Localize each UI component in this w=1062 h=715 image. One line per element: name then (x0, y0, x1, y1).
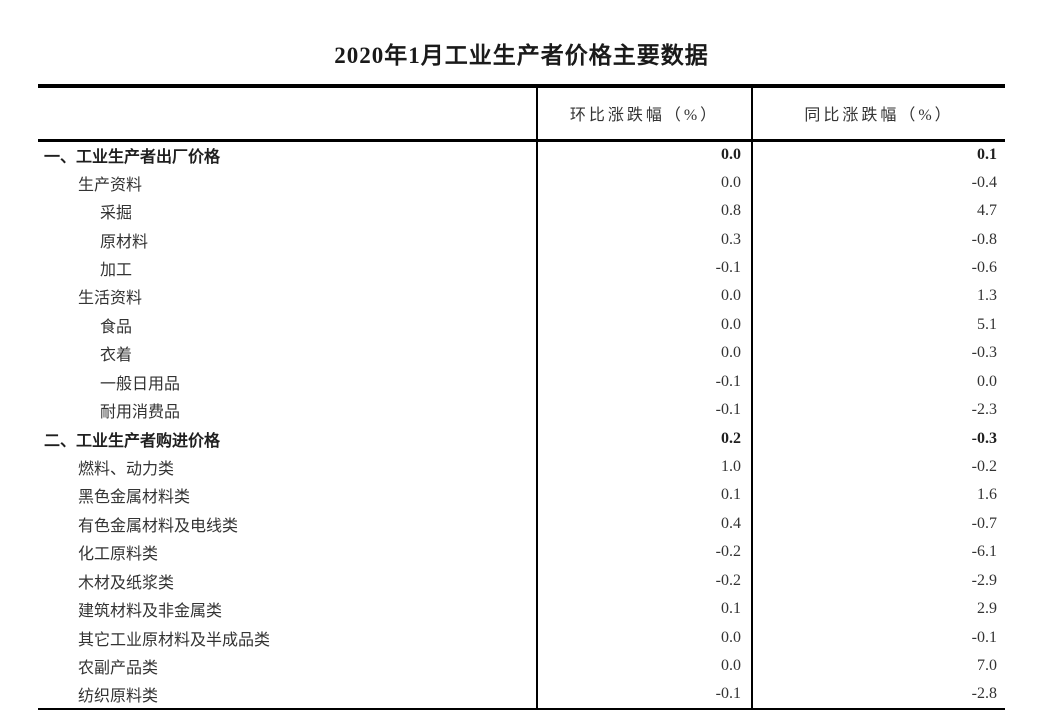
row-label: 衣着 (100, 347, 133, 365)
yoy-change-value: 1.3 (751, 282, 1005, 311)
mom-change-value: 0.0 (536, 623, 752, 652)
yoy-change-value: -6.1 (751, 538, 1005, 567)
yoy-change-value: -0.3 (751, 424, 1005, 453)
mom-change-value: 0.0 (536, 310, 752, 340)
mom-change-value: 1.0 (536, 452, 752, 482)
yoy-change-value: -0.3 (751, 339, 1005, 368)
row-label: 一、工业生产者出厂价格 (44, 148, 221, 166)
mom-change-value: -0.2 (536, 566, 752, 595)
table-row: 生活资料 0.0 1.3 (38, 282, 1005, 311)
row-label: 有色金属材料及电线类 (78, 517, 239, 535)
table-row: 衣着 0.0 -0.3 (38, 339, 1005, 368)
table-row: 生产资料 0.0 -0.4 (38, 168, 1005, 197)
table-row: 建筑材料及非金属类 0.1 2.9 (38, 595, 1005, 624)
table-row: 采掘 0.8 4.7 (38, 196, 1005, 226)
yoy-change-value: 1.6 (751, 481, 1005, 510)
row-label: 木材及纸浆类 (78, 574, 175, 592)
mom-change-value: 0.4 (536, 509, 752, 539)
table-row: 原材料 0.3 -0.8 (38, 225, 1005, 254)
table-row: 一、工业生产者出厂价格 0.0 0.1 (38, 140, 1005, 169)
yoy-change-value: -0.1 (751, 623, 1005, 652)
row-label: 耐用消费品 (100, 404, 181, 422)
header-row: 环比涨跌幅（%） 同比涨跌幅（%） (38, 86, 1005, 142)
table-row: 食品 0.0 5.1 (38, 310, 1005, 340)
table-row: 木材及纸浆类 -0.2 -2.9 (38, 566, 1005, 595)
yoy-change-value: -0.2 (751, 452, 1005, 482)
mom-change-value: 0.2 (536, 424, 752, 453)
mom-change-value: -0.1 (536, 367, 752, 396)
row-label: 化工原料类 (78, 546, 159, 564)
row-label: 燃料、动力类 (78, 461, 175, 479)
mom-change-value: 0.0 (536, 140, 752, 169)
row-label: 其它工业原材料及半成品类 (78, 631, 271, 649)
column-header-yoy: 同比涨跌幅（%） (751, 86, 1005, 142)
mom-change-value: -0.1 (536, 395, 752, 425)
row-label: 黑色金属材料类 (78, 489, 191, 507)
table-row: 化工原料类 -0.2 -6.1 (38, 538, 1005, 567)
table-body: 一、工业生产者出厂价格 0.0 0.1 生产资料 0.0 -0.4 采掘 0.8 4.7 原材料 0… (38, 140, 1005, 709)
row-label: 原材料 (100, 233, 149, 251)
yoy-change-value: -2.9 (751, 566, 1005, 595)
yoy-change-value: 0.0 (751, 367, 1005, 396)
row-label: 农副产品类 (78, 660, 159, 678)
yoy-change-value: 5.1 (751, 310, 1005, 340)
table-row: 农副产品类 0.0 7.0 (38, 651, 1005, 681)
page-title: 2020年1月工业生产者价格主要数据 (334, 43, 709, 68)
table-row: 黑色金属材料类 0.1 1.6 (38, 481, 1005, 510)
row-label: 采掘 (100, 205, 133, 223)
yoy-change-value: -0.8 (751, 225, 1005, 254)
row-label-column-header (38, 86, 537, 142)
mom-change-value: -0.2 (536, 538, 752, 567)
column-header-mom: 环比涨跌幅（%） (536, 86, 752, 142)
table-row: 加工 -0.1 -0.6 (38, 253, 1005, 283)
mom-change-value: 0.8 (536, 196, 752, 226)
row-label: 生活资料 (78, 290, 143, 308)
table-row: 其它工业原材料及半成品类 0.0 -0.1 (38, 623, 1005, 652)
yoy-change-value: -0.4 (751, 168, 1005, 197)
mom-change-value: 0.0 (536, 168, 752, 197)
yoy-change-value: 7.0 (751, 651, 1005, 681)
mom-change-value: -0.1 (536, 680, 752, 709)
row-label: 建筑材料及非金属类 (78, 603, 223, 621)
row-label: 一般日用品 (100, 375, 181, 393)
row-label: 二、工业生产者购进价格 (44, 432, 221, 450)
mom-change-value: 0.3 (536, 225, 752, 254)
mom-change-value: 0.0 (536, 651, 752, 681)
mom-change-value: -0.1 (536, 253, 752, 283)
table-row: 纺织原料类 -0.1 -2.8 (38, 680, 1005, 709)
yoy-change-value: -0.6 (751, 253, 1005, 283)
row-label: 加工 (100, 261, 133, 279)
row-label: 生产资料 (78, 176, 143, 194)
mom-change-value: 0.1 (536, 595, 752, 624)
mom-change-value: 0.1 (536, 481, 752, 510)
mom-change-value: 0.0 (536, 282, 752, 311)
yoy-change-value: -2.8 (751, 680, 1005, 709)
table-row: 有色金属材料及电线类 0.4 -0.7 (38, 509, 1005, 539)
row-label: 食品 (100, 318, 133, 336)
yoy-change-value: 0.1 (751, 140, 1005, 169)
table-row: 二、工业生产者购进价格 0.2 -0.3 (38, 424, 1005, 453)
yoy-change-value: -0.7 (751, 509, 1005, 539)
table-row: 燃料、动力类 1.0 -0.2 (38, 452, 1005, 482)
yoy-change-value: 2.9 (751, 595, 1005, 624)
mom-change-value: 0.0 (536, 339, 752, 368)
row-label: 纺织原料类 (78, 688, 159, 706)
table-row: 耐用消费品 -0.1 -2.3 (38, 395, 1005, 425)
table-row: 一般日用品 -0.1 0.0 (38, 367, 1005, 396)
yoy-change-value: -2.3 (751, 395, 1005, 425)
yoy-change-value: 4.7 (751, 196, 1005, 226)
price-data-table: 环比涨跌幅（%） 同比涨跌幅（%） 一、工业生产者出厂价格 0.0 0.1 生产资料 0… (38, 84, 1005, 710)
